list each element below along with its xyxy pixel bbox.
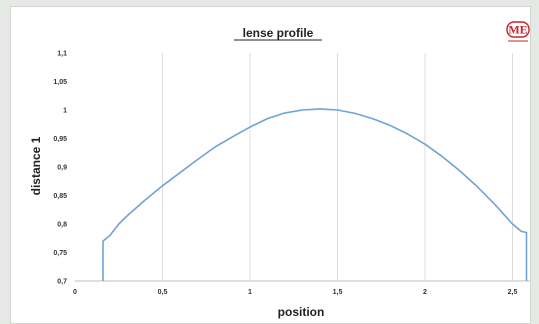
y-axis-title: distance 1: [29, 136, 43, 195]
y-tick-label: 1,1: [57, 51, 67, 58]
y-tick-label: 0,8: [57, 222, 67, 229]
y-tick-label: 0,7: [57, 279, 67, 286]
y-tick-label: 1: [63, 108, 67, 115]
x-tick-label: 2: [423, 289, 427, 296]
logo-text: ME: [508, 23, 527, 37]
y-tick-label: 0,75: [53, 250, 67, 257]
x-tick-label: 1,5: [333, 289, 343, 296]
y-tick-label: 0,85: [53, 193, 67, 200]
series-line: [102, 108, 528, 281]
grid-lines: [162, 53, 513, 281]
logo-frame: [506, 21, 530, 38]
chart-panel: [10, 6, 531, 324]
x-tick-labels: 0 0,5 1 1,5 2 2,5: [73, 289, 517, 296]
x-tick-label: 0: [73, 289, 77, 296]
x-axis-title: position: [278, 305, 325, 319]
x-tick-label: 2,5: [508, 289, 518, 296]
series-layer: [102, 108, 528, 281]
y-tick-labels: 0,7 0,75 0,8 0,85 0,9 0,95 1 1,05 1,1: [53, 51, 67, 286]
x-tick-label: 1: [248, 289, 252, 296]
y-tick-label: 1,05: [53, 79, 67, 86]
chart-title: lense profile: [243, 26, 314, 40]
y-tick-label: 0,9: [57, 165, 67, 172]
logo: ME: [506, 21, 530, 42]
x-tick-label: 0,5: [158, 289, 168, 296]
y-tick-label: 0,95: [53, 136, 67, 143]
